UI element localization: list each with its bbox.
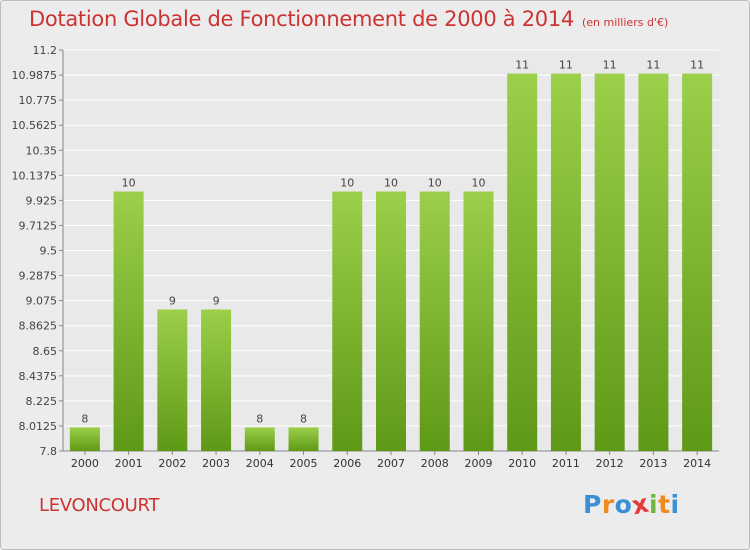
bar bbox=[376, 191, 406, 451]
y-tick-label: 10.9875 bbox=[12, 69, 58, 82]
y-tick-label: 9.2875 bbox=[19, 270, 58, 283]
bar-value-label: 10 bbox=[384, 177, 398, 190]
bar-value-label: 9 bbox=[213, 294, 220, 307]
logo-letter: i bbox=[649, 490, 659, 519]
y-tick-label: 8.8625 bbox=[19, 320, 58, 333]
bar-value-label: 11 bbox=[515, 59, 529, 72]
bar-value-label: 8 bbox=[300, 412, 307, 425]
x-tick-label: 2008 bbox=[421, 457, 449, 470]
bar bbox=[463, 191, 494, 451]
x-tick-label: 2014 bbox=[683, 457, 711, 470]
x-tick-label: 2000 bbox=[71, 457, 99, 470]
bar-value-label: 8 bbox=[81, 412, 88, 425]
bar-value-label: 8 bbox=[256, 412, 263, 425]
x-tick-label: 2001 bbox=[115, 457, 143, 470]
proxiti-logo[interactable]: Proxiti bbox=[583, 489, 680, 521]
logo-letter: t bbox=[658, 490, 671, 519]
x-tick-label: 2006 bbox=[333, 457, 361, 470]
bar-value-label: 11 bbox=[603, 59, 617, 72]
bar-value-label: 11 bbox=[646, 59, 660, 72]
y-tick-label: 9.5 bbox=[40, 245, 58, 258]
y-tick-label: 10.775 bbox=[19, 94, 58, 107]
y-tick-label: 9.925 bbox=[26, 194, 58, 207]
x-tick-label: 2007 bbox=[377, 457, 405, 470]
bar-value-label: 10 bbox=[428, 177, 442, 190]
x-tick-label: 2004 bbox=[246, 457, 274, 470]
y-tick-label: 11.2 bbox=[33, 44, 58, 57]
x-tick-label: 2009 bbox=[464, 457, 492, 470]
bar-value-label: 9 bbox=[169, 294, 176, 307]
x-tick-label: 2003 bbox=[202, 457, 230, 470]
logo-letter: i bbox=[670, 490, 680, 519]
bar bbox=[594, 73, 625, 452]
y-tick-label: 8.4375 bbox=[19, 370, 58, 383]
chart-title: Dotation Globale de Fonctionnement de 20… bbox=[29, 7, 668, 31]
y-tick-label: 7.8 bbox=[40, 445, 58, 458]
bar bbox=[69, 427, 100, 451]
bar bbox=[682, 73, 713, 452]
bar bbox=[157, 309, 188, 451]
bar bbox=[288, 427, 319, 451]
y-tick-label: 10.35 bbox=[26, 144, 58, 157]
y-tick-label: 10.5625 bbox=[12, 119, 58, 132]
bar bbox=[550, 73, 581, 452]
bar bbox=[507, 73, 538, 452]
y-tick-label: 8.225 bbox=[26, 395, 58, 408]
bar-value-label: 11 bbox=[559, 59, 573, 72]
y-tick-label: 9.7125 bbox=[19, 219, 58, 232]
logo-letter: P bbox=[583, 490, 602, 519]
logo-letter: o bbox=[614, 490, 633, 519]
chart-title-text: Dotation Globale de Fonctionnement de 20… bbox=[29, 7, 574, 31]
bar bbox=[638, 73, 669, 452]
y-tick-label: 8.0125 bbox=[19, 420, 58, 433]
commune-name: LEVONCOURT bbox=[39, 495, 160, 516]
bar-value-label: 10 bbox=[122, 177, 136, 190]
bar bbox=[332, 191, 363, 451]
bar bbox=[244, 427, 275, 451]
x-tick-label: 2012 bbox=[596, 457, 624, 470]
x-tick-label: 2002 bbox=[158, 457, 186, 470]
x-tick-label: 2011 bbox=[552, 457, 580, 470]
chart-unit: (en milliers d'€) bbox=[581, 16, 669, 29]
logo-letter: r bbox=[601, 490, 615, 519]
bar-value-label: 10 bbox=[340, 177, 354, 190]
x-tick-label: 2010 bbox=[508, 457, 536, 470]
y-tick-label: 10.1375 bbox=[12, 169, 58, 182]
bar bbox=[419, 191, 450, 451]
y-tick-label: 8.65 bbox=[33, 345, 58, 358]
bar-value-label: 10 bbox=[471, 177, 485, 190]
bar-value-label: 11 bbox=[690, 59, 704, 72]
bar bbox=[201, 309, 232, 451]
y-tick-label: 9.075 bbox=[26, 295, 58, 308]
x-tick-label: 2005 bbox=[290, 457, 318, 470]
x-tick-label: 2013 bbox=[639, 457, 667, 470]
bar bbox=[113, 191, 144, 451]
